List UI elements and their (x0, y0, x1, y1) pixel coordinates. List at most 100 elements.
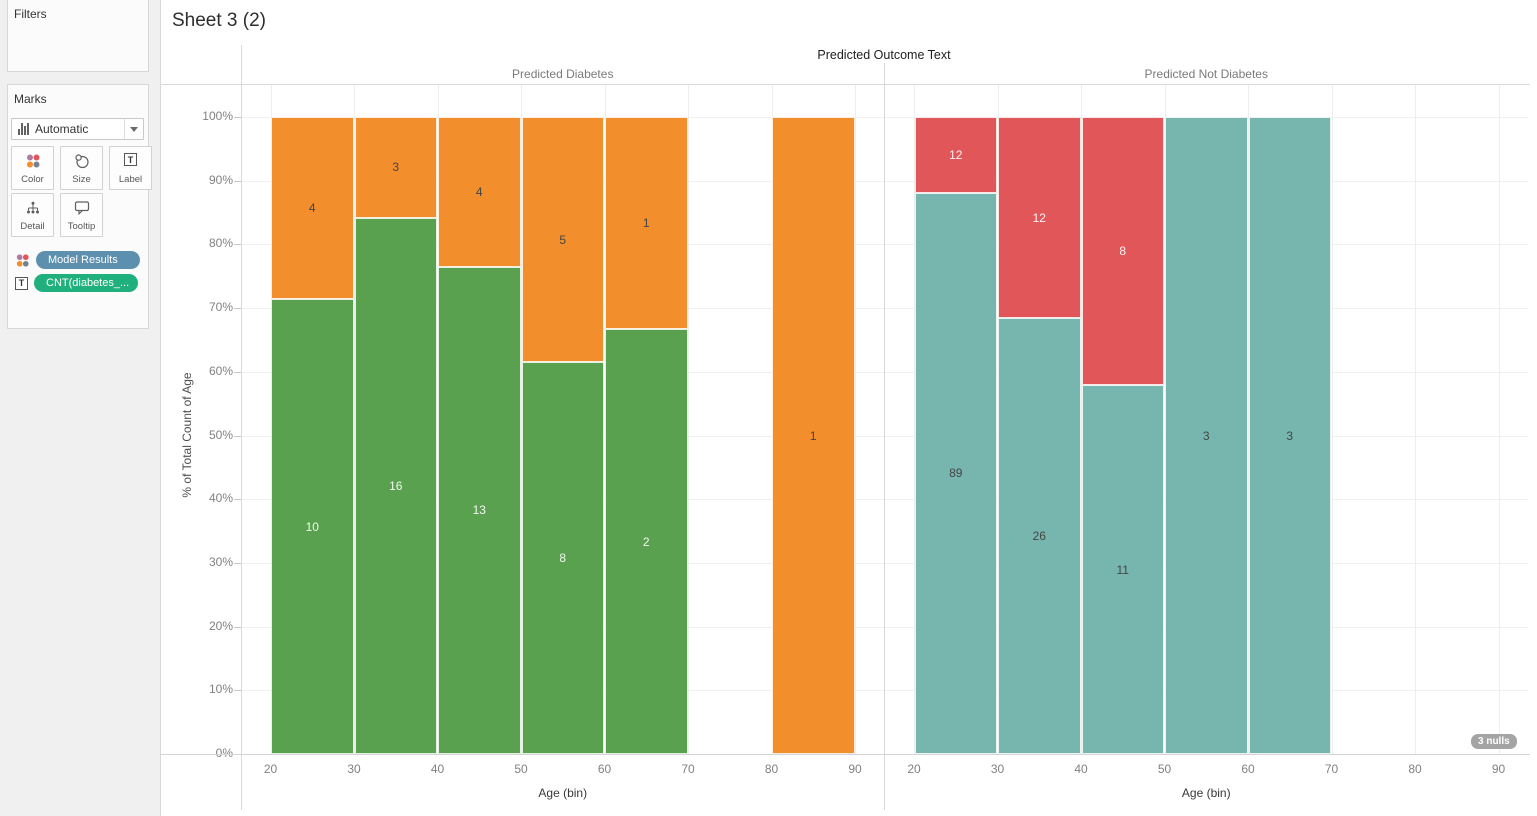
x-tick-label: 40 (430, 762, 445, 776)
x-tick-label: 20 (263, 762, 278, 776)
y-axis-tick (234, 626, 241, 628)
pill-model-results[interactable]: Model Results (36, 251, 140, 269)
y-tick-label: 90% (208, 172, 233, 187)
gridline (242, 180, 1528, 182)
bar-value-label: 1 (642, 216, 650, 231)
gridline (242, 308, 1528, 310)
x-tick-label: 40 (1074, 762, 1088, 776)
bar-segment[interactable]: 13 (438, 266, 521, 754)
color-dots-icon (16, 253, 29, 267)
y-tick-label: 40% (208, 491, 233, 506)
gridline (242, 562, 1528, 564)
x-tick-label: 90 (848, 762, 862, 776)
bar-value-label: 5 (559, 232, 567, 247)
x-tick-label: 70 (1324, 762, 1339, 776)
bar-segment[interactable]: 5 (521, 117, 604, 363)
bar-segment[interactable]: 8 (1081, 117, 1164, 386)
y-axis-tick (234, 371, 241, 373)
bar-segment[interactable]: 1 (605, 117, 688, 330)
bar-value-label: 13 (472, 503, 486, 518)
bar-value-label: 3 (1286, 428, 1294, 443)
bar-value-label: 4 (475, 184, 483, 199)
y-axis-tick (234, 690, 241, 692)
sidebar: Filters Marks Automatic Color (0, 0, 161, 816)
x-tick-label: 70 (681, 762, 695, 776)
chevron-down-icon[interactable] (124, 119, 143, 139)
x-tick-label: 50 (1157, 762, 1172, 776)
bar-segment[interactable]: 16 (354, 217, 437, 754)
x-tick-label: 90 (1491, 762, 1506, 776)
bar-segment[interactable]: 8 (521, 362, 604, 754)
y-axis-tick (234, 435, 241, 437)
gridline (1498, 85, 1500, 754)
bar-segment[interactable]: 12 (914, 117, 997, 193)
x-tick-label: 80 (1408, 762, 1422, 776)
nulls-indicator-badge[interactable]: 3 nulls (1471, 734, 1517, 749)
y-axis-tick (234, 308, 241, 310)
bar-segment[interactable]: 89 (914, 192, 997, 754)
mark-type-dropdown[interactable]: Automatic (11, 118, 144, 140)
color-dots-icon (26, 154, 39, 168)
y-axis-line (241, 45, 242, 810)
bar-value-label: 1 (809, 428, 817, 443)
panel-header-label: Predicted Diabetes (512, 67, 614, 81)
tooltip-icon (74, 201, 89, 216)
gridline (242, 626, 1528, 628)
bar-segment[interactable]: 12 (998, 117, 1081, 319)
color-button[interactable]: Color (11, 146, 54, 190)
bar-chart-icon (18, 123, 29, 135)
bar-segment[interactable]: 26 (998, 318, 1081, 754)
bar-segment[interactable]: 3 (1248, 117, 1331, 754)
size-button[interactable]: Size (60, 146, 103, 190)
label-button[interactable]: T Label (109, 146, 152, 190)
panel-header-label: Predicted Not Diabetes (1144, 67, 1268, 81)
y-tick-label: 0% (215, 746, 233, 760)
text-icon: T (15, 276, 28, 290)
gridline (242, 435, 1528, 437)
marks-panel: Marks Automatic Color (7, 84, 152, 329)
tooltip-button-label: Tooltip (67, 221, 96, 232)
tooltip-button[interactable]: Tooltip (60, 193, 103, 237)
pill-cnt-diabetes[interactable]: CNT(diabetes_... (34, 274, 138, 292)
x-axis-line (161, 754, 1530, 755)
filters-panel-title: Filters (14, 7, 47, 21)
bar-segment[interactable]: 1 (772, 117, 855, 754)
gridline (242, 690, 1528, 692)
label-button-label: Label (118, 174, 143, 185)
gridline (855, 85, 856, 754)
bar-segment[interactable]: 2 (605, 329, 688, 754)
gridline (1415, 85, 1416, 754)
x-tick-label: 60 (1241, 762, 1255, 776)
gridline (242, 244, 1528, 246)
bar-value-label: 12 (1032, 210, 1046, 225)
y-tick-label: 20% (208, 618, 233, 633)
bar-value-label: 10 (305, 519, 319, 534)
bar-segment[interactable]: 3 (1165, 117, 1248, 754)
y-axis-title: % of Total Count of Age (180, 372, 194, 498)
bar-value-label: 3 (392, 160, 400, 175)
y-axis-tick (234, 244, 241, 246)
bar-value-label: 8 (1119, 244, 1127, 259)
panel-divider-line (884, 63, 885, 810)
x-axis-title: Age (bin) (1181, 786, 1231, 800)
detail-icon (26, 201, 39, 214)
detail-button[interactable]: Detail (11, 193, 54, 237)
bar-segment[interactable]: 4 (271, 117, 354, 300)
x-tick-label: 60 (597, 762, 612, 776)
y-axis-tick (234, 117, 241, 118)
size-icon (74, 154, 89, 169)
bar-value-label: 3 (1202, 428, 1210, 443)
bar-value-label: 89 (949, 466, 963, 481)
bar-segment[interactable]: 10 (271, 299, 354, 754)
y-tick-label: 100% (202, 109, 233, 123)
bar-segment[interactable]: 4 (438, 117, 521, 267)
bar-segment[interactable]: 3 (354, 117, 437, 218)
bar-segment[interactable]: 11 (1081, 385, 1164, 754)
gridline (242, 371, 1528, 373)
y-tick-label: 50% (208, 427, 233, 442)
x-tick-label: 50 (514, 762, 528, 776)
x-tick-label: 30 (990, 762, 1005, 776)
text-icon: T (124, 153, 137, 166)
